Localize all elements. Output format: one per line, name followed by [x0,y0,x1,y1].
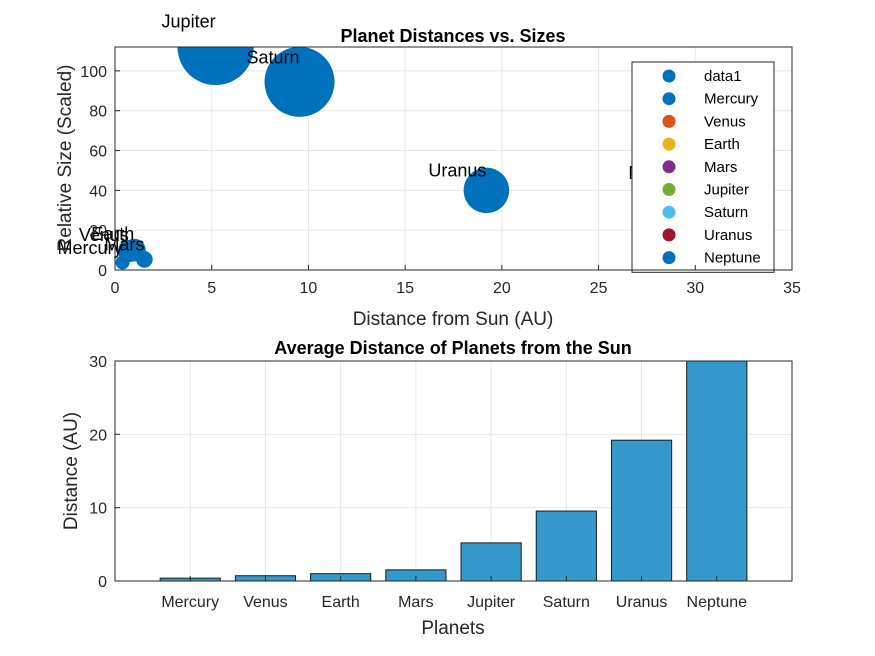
legend-entry-uranus: Uranus [704,227,752,244]
legend-marker-mars [662,160,676,174]
bar-uranus [610,439,673,582]
bar-saturn [535,510,597,582]
bar-y-tick-label: 20 [89,427,107,444]
bar-x-tick-label-neptune: Neptune [687,594,748,611]
legend-entry-mercury: Mercury [704,91,759,108]
bar-x-ticks: Mercury Venus Earth Mars Jupiter Saturn Uranus… [161,576,747,611]
scatter-x-tick-label: 10 [300,280,318,297]
scatter-y-tick-label: 40 [89,183,107,200]
scatter-point-label-uranus: Uranus [428,160,486,180]
bar-title: Average Distance of Planets from the Sun [274,338,631,358]
legend-marker-neptune [662,251,676,265]
bar-plot: Mercury Venus Earth Mars Jupiter Saturn Uranus… [61,338,793,639]
bar-x-tick-label-venus: Venus [243,594,287,611]
bar-y-tick-label: 30 [89,354,107,371]
scatter-point-label-jupiter: Jupiter [162,12,216,32]
scatter-x-tick-label: 5 [207,280,216,297]
scatter-x-axis-label: Distance from Sun (AU) [353,309,554,330]
scatter-point-label-mars: Mars [104,235,144,255]
scatter-plot: MercuryVenusEarthMarsJupiterSaturnUranus… [55,12,801,330]
legend-entry-jupiter: Jupiter [704,182,749,199]
scatter-x-tick-label: 30 [686,280,704,297]
scatter-point-jupiter [177,47,254,86]
bar-x-tick-label-mars: Mars [398,594,434,611]
scatter-axes-box [114,46,793,271]
bar-axes-background [115,361,792,581]
scatter-legend-box [631,61,775,273]
scatter-y-tick-label: 100 [80,64,107,81]
scatter-point-mars [136,251,153,268]
legend-entry-venus: Venus [704,113,746,130]
legend-entry-data1: data1 [704,68,742,85]
scatter-x-tick-label: 0 [111,280,120,297]
scatter-point-label-earth: Earth [91,224,134,244]
bar-x-tick-label-uranus: Uranus [616,594,668,611]
legend-marker-earth [662,137,676,151]
scatter-y-tick-label: 0 [98,263,107,280]
scatter-point-label-saturn: Saturn [246,48,299,68]
scatter-y-axis-label: Relative Size (Scaled) [55,65,76,252]
scatter-y-tick-label: 80 [89,104,107,121]
legend-marker-jupiter [662,183,676,196]
bar-x-tick-label-jupiter: Jupiter [467,594,516,611]
bar-x-axis-label: Planets [421,618,484,639]
bar-bars [159,360,748,582]
legend-marker-uranus [662,228,676,242]
scatter-point-label-mercury: Mercury [58,238,123,258]
scatter-x-tick-label: 35 [783,280,801,297]
bar-x-tick-label-saturn: Saturn [543,594,590,611]
scatter-x-tick-label: 20 [493,280,511,297]
legend-marker-venus [662,114,676,128]
bar-x-tick-label-earth: Earth [322,594,360,611]
legend-entry-mars: Mars [704,159,737,176]
legend-entry-earth: Earth [704,136,740,153]
scatter-x-tick-label: 15 [396,280,414,297]
scatter-x-tick-label: 25 [590,280,608,297]
bar-x-tick-label-mercury: Mercury [161,594,219,611]
scatter-y-ticks: 0 20 40 60 80 100 [80,64,120,280]
scatter-y-tick-label: 60 [89,144,107,161]
scatter-y-tick-label: 20 [89,223,107,240]
scatter-point-saturn [264,47,335,117]
bar-y-ticks: 0 10 20 30 [89,354,120,591]
bar-jupiter [460,542,522,582]
legend-marker-data1 [662,69,676,83]
bar-y-tick-label: 0 [98,574,107,591]
scatter-legend: data1 Mercury Venus Earth Mars Jupiter Saturn U… [631,61,775,273]
legend-marker-mercury [662,92,676,106]
scatter-point-uranus [463,167,510,214]
bar-neptune [686,360,748,582]
legend-entry-neptune: Neptune [704,250,761,267]
bar-y-axis-label: Distance (AU) [61,412,82,530]
scatter-title: Planet Distances vs. Sizes [340,26,565,46]
scatter-x-ticks: 0 5 10 15 20 25 30 35 [111,265,801,297]
legend-entry-saturn: Saturn [704,204,748,221]
legend-marker-saturn [662,205,676,219]
bar-y-tick-label: 10 [89,501,107,518]
bar-axes-box [114,360,793,582]
